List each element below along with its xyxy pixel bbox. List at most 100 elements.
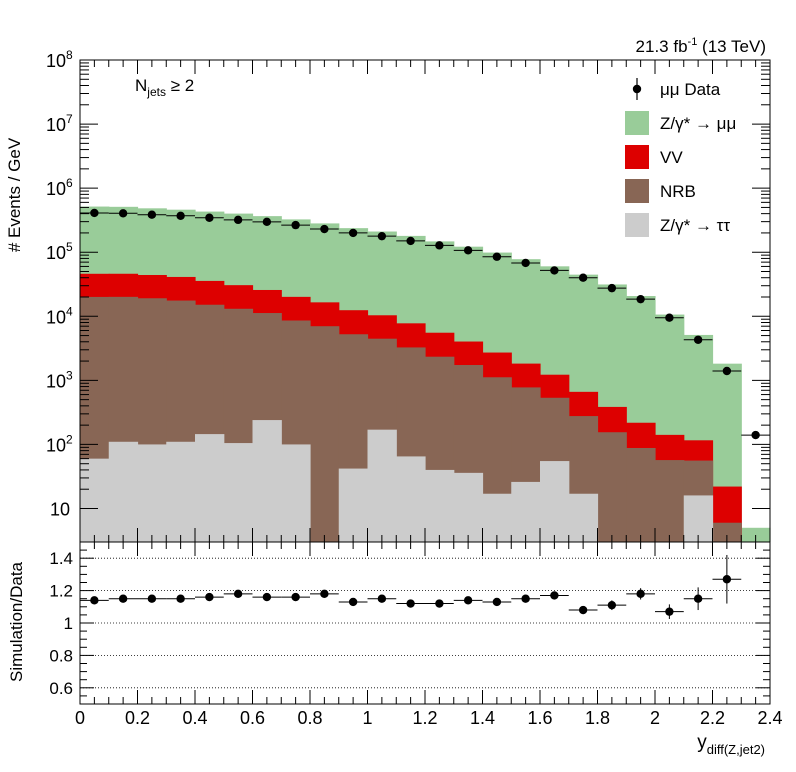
legend-entry-data: μμ Data (632, 78, 721, 100)
lumi-label: 21.3 fb-1 (13 TeV) (636, 36, 766, 56)
data-point-17 (568, 273, 598, 282)
ratio-point-10 (367, 594, 397, 603)
bar-ztautau-0 (80, 458, 110, 542)
legend-label-ztautau: Z/γ* → ττ (660, 216, 730, 235)
bar-ztautau-5 (223, 443, 254, 542)
ratio-point-20 (655, 604, 684, 619)
ratio-point-19 (626, 588, 655, 600)
xtick-label: 1.8 (585, 708, 610, 728)
data-point-5 (223, 215, 253, 225)
bar-ztautau-12 (425, 469, 455, 542)
data-point-2 (137, 210, 167, 219)
ratio-point-21 (683, 587, 713, 611)
data-point-15 (511, 258, 540, 268)
data-point-8 (310, 224, 339, 234)
bar-nrb-18 (597, 432, 627, 542)
data-point-13 (453, 246, 483, 255)
legend-label-vv: VV (660, 148, 683, 167)
top-ytick-label: 102 (46, 432, 73, 455)
ratio-gridlines (80, 557, 770, 689)
legend-swatch-nrb (625, 179, 649, 203)
ratio-point-16 (540, 591, 569, 600)
selection-label: Njets ≥ 2 (135, 76, 194, 99)
legend-data-marker (632, 84, 642, 94)
data-points (80, 208, 770, 440)
top-y-axis-ticks: 10 102 103 104 105 106 107 108 (46, 48, 770, 519)
bar-ztautau-15 (511, 481, 541, 542)
bar-ztautau-7 (281, 444, 311, 542)
ratio-point-0 (80, 596, 109, 605)
ratio-ytick-label: 0.6 (49, 679, 73, 698)
data-point-11 (396, 236, 425, 246)
data-point-7 (281, 220, 310, 230)
bar-ztautau-4 (195, 434, 225, 542)
bar-ztautau-11 (396, 456, 426, 542)
x-axis-label: ydiff(Z,jet2) (697, 732, 765, 757)
legend-label-nrb: NRB (660, 182, 696, 201)
legend-label-zmumu: Z/γ* → μμ (660, 114, 736, 133)
bar-ztautau-9 (338, 468, 369, 542)
data-point-23 (741, 430, 770, 440)
xtick-label: 1.6 (527, 708, 552, 728)
data-point-20 (655, 313, 684, 322)
data-point-22 (712, 366, 742, 376)
bar-ztautau-3 (166, 441, 196, 542)
top-ytick-label: 10 (50, 499, 70, 519)
data-point-12 (425, 241, 454, 250)
x-axis-ticks: 0 0.2 0.4 0.6 0.8 1 1.2 1.4 1.6 1.8 2 2.2 2.4 (75, 542, 783, 728)
xtick-label: 0.6 (240, 708, 265, 728)
ratio-point-2 (137, 594, 167, 603)
xtick-label: 0.2 (125, 708, 150, 728)
data-point-10 (367, 231, 397, 241)
xtick-label: 2.2 (700, 708, 725, 728)
xtick-label: 0 (75, 708, 85, 728)
bar-ztautau-21 (683, 495, 714, 542)
main-plot-panel: 10 102 103 104 105 106 107 108 21.3 fb-1 (13 Te… (5, 36, 771, 543)
data-point-6 (252, 217, 282, 227)
ratio-point-13 (453, 596, 483, 605)
xtick-label: 2 (650, 708, 660, 728)
ratio-point-18 (597, 600, 627, 611)
ratio-y-axis-ticks: 0.6 0.8 1 1.2 1.4 (49, 541, 770, 705)
ratio-point-1 (108, 594, 138, 603)
data-point-14 (482, 252, 512, 261)
data-point-18 (597, 283, 627, 293)
ratio-point-8 (310, 589, 339, 599)
xtick-label: 2.4 (757, 708, 782, 728)
ratio-point-15 (511, 594, 540, 603)
bar-ztautau-2 (137, 444, 167, 542)
data-point-3 (166, 211, 195, 221)
legend-swatch-ztautau (625, 213, 649, 237)
ratio-ytick-label: 1.2 (49, 582, 73, 601)
bar-nrb-8 (310, 326, 340, 542)
ratio-point-11 (396, 599, 425, 608)
ratio-plot-panel: 0.6 0.8 1 1.2 1.4 0 0.2 0.4 0.6 0.8 1 1.2 1.4 1.6 1.8… (7, 541, 783, 757)
top-ytick-label: 106 (46, 176, 73, 199)
xtick-label: 1.2 (412, 708, 437, 728)
legend: μμ Data Z/γ* → μμ VV NRB Z/γ* → ττ (625, 78, 736, 237)
data-point-1 (108, 209, 138, 218)
ratio-point-6 (252, 592, 282, 602)
xtick-label: 1.4 (470, 708, 495, 728)
bar-nrb-20 (655, 460, 685, 542)
data-point-21 (683, 335, 713, 344)
legend-entry-nrb: NRB (625, 179, 696, 203)
ratio-point-22 (712, 554, 742, 604)
legend-entry-zmumu: Z/γ* → μμ (625, 111, 736, 135)
ratio-point-9 (338, 597, 368, 607)
xtick-label: 1 (362, 708, 372, 728)
data-point-0 (80, 208, 109, 218)
ratio-point-14 (482, 597, 512, 607)
top-ytick-label: 107 (46, 112, 73, 135)
ratio-ytick-label: 1.4 (49, 549, 73, 568)
data-point-19 (626, 294, 655, 304)
ratio-point-12 (425, 599, 454, 608)
ratio-point-7 (281, 592, 310, 602)
top-ytick-label: 104 (46, 304, 73, 327)
bar-ztautau-14 (482, 493, 512, 542)
data-point-16 (540, 266, 569, 275)
top-x-axis-ticks (79, 60, 771, 542)
bar-ztautau-13 (453, 472, 484, 542)
data-point-4 (195, 213, 224, 222)
